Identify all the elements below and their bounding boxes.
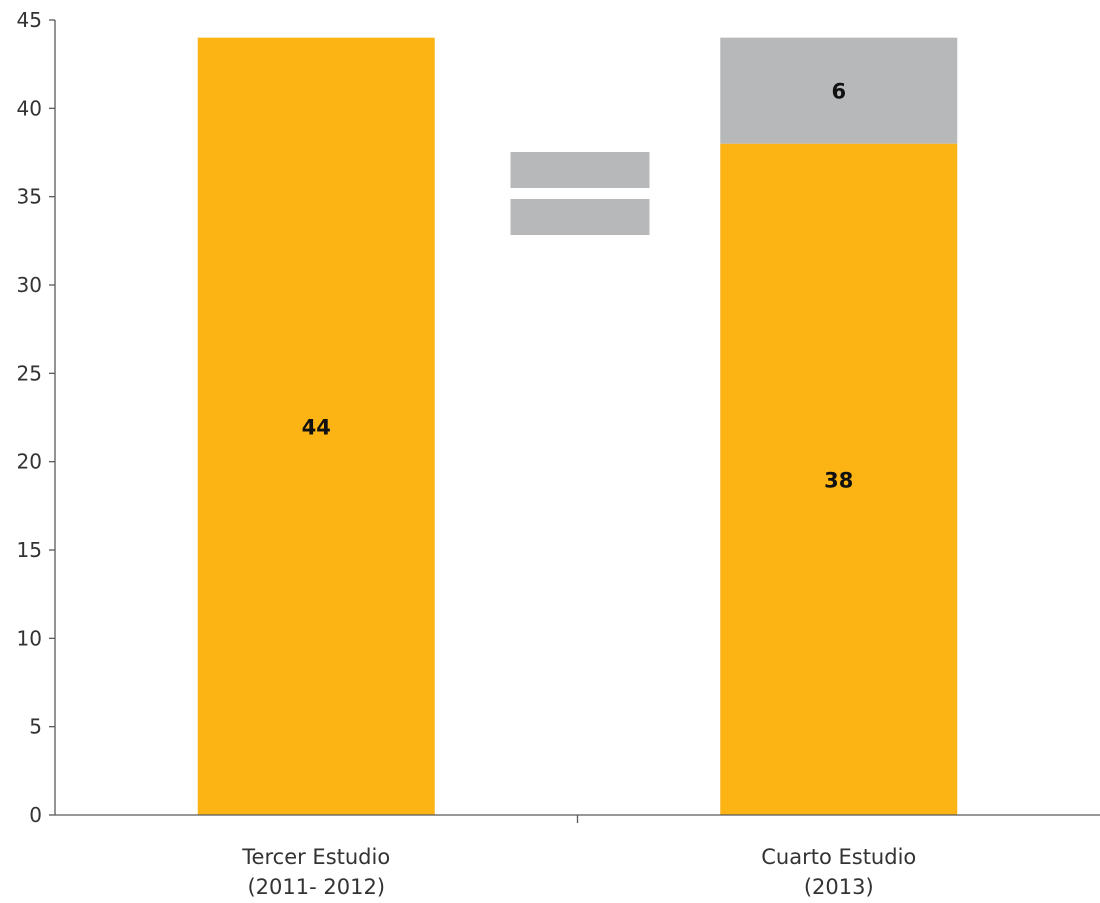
category-label: Tercer Estudio	[241, 845, 390, 869]
y-tick-label: 5	[29, 715, 42, 739]
category-label: Cuarto Estudio	[761, 845, 916, 869]
category-label: (2011- 2012)	[247, 875, 385, 899]
y-tick-label: 40	[17, 96, 42, 120]
bars: 44 38 6	[197, 37, 958, 815]
data-label: 6	[831, 80, 846, 104]
equals-sign	[510, 152, 650, 235]
equals-bar-bottom	[510, 199, 650, 235]
bar-segment	[720, 37, 958, 144]
y-tick-label: 30	[17, 273, 42, 297]
x-axis: Tercer Estudio (2011- 2012) Cuarto Estudio…	[55, 814, 1100, 899]
y-axis: 0 5 10 15 20 25 30 35 40 45	[17, 8, 56, 827]
bar-segment	[720, 143, 958, 815]
y-tick-label: 15	[17, 538, 42, 562]
y-tick-label: 35	[17, 185, 42, 209]
data-label: 38	[824, 468, 853, 492]
y-tick-label: 0	[29, 803, 42, 827]
y-tick-label: 45	[17, 8, 42, 32]
category-label: (2013)	[804, 875, 874, 899]
y-tick-label: 10	[17, 626, 42, 650]
y-tick-label: 25	[17, 361, 42, 385]
bar-segment	[197, 37, 435, 815]
equals-bar-top	[510, 152, 650, 188]
data-label: 44	[302, 415, 331, 439]
y-tick-label: 20	[17, 450, 42, 474]
